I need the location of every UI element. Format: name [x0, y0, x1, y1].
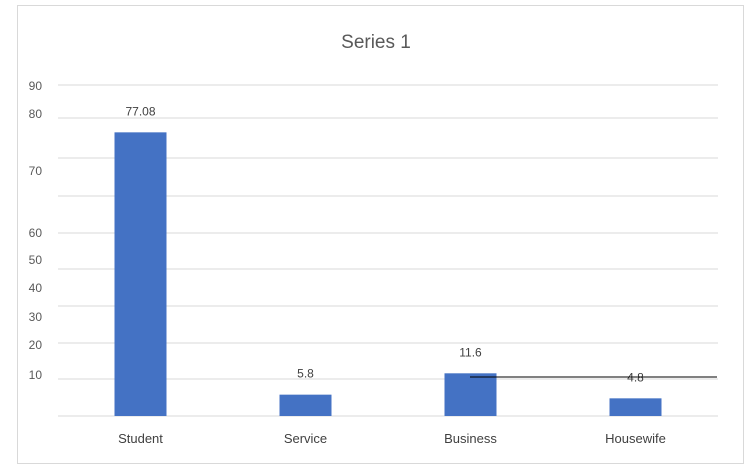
data-label-service: 5.8 — [297, 367, 314, 381]
data-label-student: 77.08 — [125, 104, 155, 118]
x-axis-category-labels: Student Service Business Housewife — [118, 431, 666, 446]
data-labels: 77.085.811.64.8 — [125, 104, 644, 384]
y-tick-label: 20 — [29, 338, 43, 352]
category-label-student: Student — [118, 431, 163, 446]
y-tick-label: 90 — [29, 79, 43, 93]
bar-student — [114, 132, 167, 417]
category-label-housewife: Housewife — [605, 431, 666, 446]
bar-service — [279, 394, 332, 416]
y-tick-label: 10 — [29, 368, 43, 382]
y-tick-label: 80 — [29, 107, 43, 121]
y-tick-label: 60 — [29, 226, 43, 240]
gridlines — [58, 84, 718, 417]
y-tick-label: 50 — [29, 253, 43, 267]
chart-title: Series 1 — [341, 32, 411, 53]
y-tick-label: 40 — [29, 281, 43, 295]
y-tick-label: 30 — [29, 310, 43, 324]
y-tick-label: 70 — [29, 164, 43, 178]
bars — [114, 132, 662, 417]
y-axis-tick-labels: 90 80 70 60 50 40 30 20 10 — [29, 79, 43, 382]
bar-housewife — [609, 398, 662, 416]
category-label-service: Service — [284, 431, 327, 446]
category-label-business: Business — [444, 431, 497, 446]
bar-business — [444, 373, 497, 416]
data-label-business: 11.6 — [459, 345, 482, 359]
